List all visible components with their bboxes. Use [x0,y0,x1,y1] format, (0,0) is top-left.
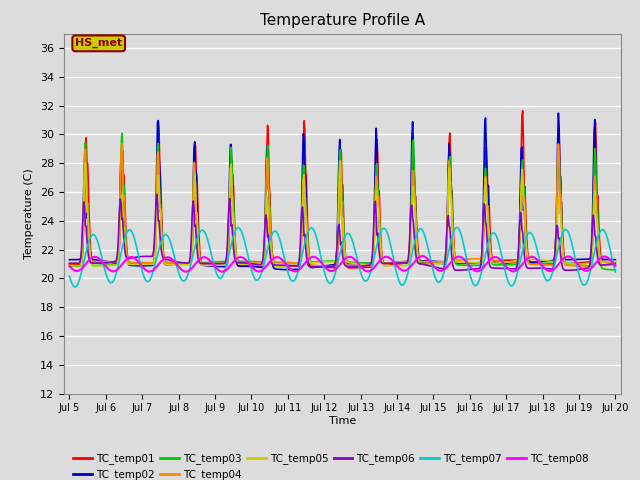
TC_temp06 [611,261,619,267]
TC_temp02 [410,142,417,148]
TC_temp04 [188,242,196,248]
TC_temp05 [611,259,619,264]
TC_temp08 [410,261,417,266]
TC_temp02 [284,267,292,273]
TC_temp02 [132,263,140,269]
TC_temp07 [426,251,433,257]
TC_temp07 [66,273,74,279]
Line: TC_temp02: TC_temp02 [70,113,615,270]
TC_temp06 [153,192,161,197]
Text: HS_met: HS_met [75,38,122,48]
TC_temp04 [426,259,434,264]
TC_temp03 [188,246,196,252]
TC_temp02 [216,264,223,269]
TC_temp01 [346,265,354,271]
TC_temp08 [217,268,225,274]
TC_temp06 [217,261,225,266]
TC_temp05 [275,264,283,269]
TC_temp07 [611,269,619,275]
TC_temp08 [188,265,196,271]
TC_temp05 [76,263,83,269]
TC_temp04 [76,260,83,266]
TC_temp08 [426,259,434,264]
TC_temp06 [76,260,83,266]
TC_temp01 [216,264,223,269]
TC_temp07 [71,284,79,290]
TC_temp02 [187,255,195,261]
TC_temp07 [453,225,461,230]
Line: TC_temp07: TC_temp07 [70,228,615,287]
Line: TC_temp01: TC_temp01 [70,111,615,268]
TC_temp05 [66,263,74,268]
TC_temp06 [410,219,417,225]
TC_temp05 [187,260,195,265]
TC_temp05 [132,262,140,267]
TC_temp03 [76,264,83,269]
TC_temp03 [611,267,619,273]
TC_temp04 [410,191,418,196]
TC_temp07 [217,276,225,281]
TC_temp01 [426,259,433,265]
TC_temp05 [336,158,344,164]
TC_temp02 [554,110,562,116]
Y-axis label: Temperature (C): Temperature (C) [24,168,35,259]
TC_temp07 [410,244,417,250]
TC_temp04 [217,261,225,266]
Line: TC_temp03: TC_temp03 [70,133,615,270]
TC_temp02 [611,257,619,263]
TC_temp08 [132,256,140,262]
TC_temp08 [182,269,189,275]
TC_temp06 [66,260,74,266]
TC_temp06 [132,254,140,260]
TC_temp04 [118,141,125,146]
TC_temp04 [132,260,140,265]
TC_temp03 [426,260,433,266]
TC_temp05 [216,263,223,268]
TC_temp01 [76,261,83,267]
TC_temp02 [426,258,433,264]
TC_temp01 [187,259,195,264]
TC_temp08 [419,253,426,259]
TC_temp04 [66,261,74,266]
Title: Temperature Profile A: Temperature Profile A [260,13,425,28]
TC_temp01 [66,262,74,267]
TC_temp01 [132,261,140,266]
TC_temp05 [410,199,418,204]
TC_temp01 [611,259,619,265]
TC_temp02 [76,257,83,263]
TC_temp08 [66,263,74,269]
Legend: TC_temp01, TC_temp02, TC_temp03, TC_temp04, TC_temp05, TC_temp06, TC_temp07, TC_: TC_temp01, TC_temp02, TC_temp03, TC_temp… [69,449,593,480]
TC_temp07 [76,275,84,280]
TC_temp04 [611,263,619,268]
TC_temp03 [118,131,125,136]
TC_temp01 [410,152,417,157]
TC_temp08 [611,263,619,269]
X-axis label: Time: Time [329,416,356,426]
TC_temp06 [564,267,572,273]
TC_temp02 [66,257,74,263]
TC_temp03 [66,264,74,269]
TC_temp03 [132,261,140,267]
Line: TC_temp04: TC_temp04 [70,144,615,266]
TC_temp05 [426,261,434,267]
TC_temp03 [410,137,417,143]
TC_temp08 [76,267,83,273]
Line: TC_temp08: TC_temp08 [70,256,615,272]
TC_temp07 [188,258,196,264]
TC_temp04 [326,264,333,269]
TC_temp01 [519,108,527,114]
TC_temp03 [217,259,225,264]
Line: TC_temp06: TC_temp06 [70,194,615,270]
TC_temp07 [132,243,140,249]
Line: TC_temp05: TC_temp05 [70,161,615,266]
TC_temp06 [426,263,433,268]
TC_temp06 [188,226,196,232]
